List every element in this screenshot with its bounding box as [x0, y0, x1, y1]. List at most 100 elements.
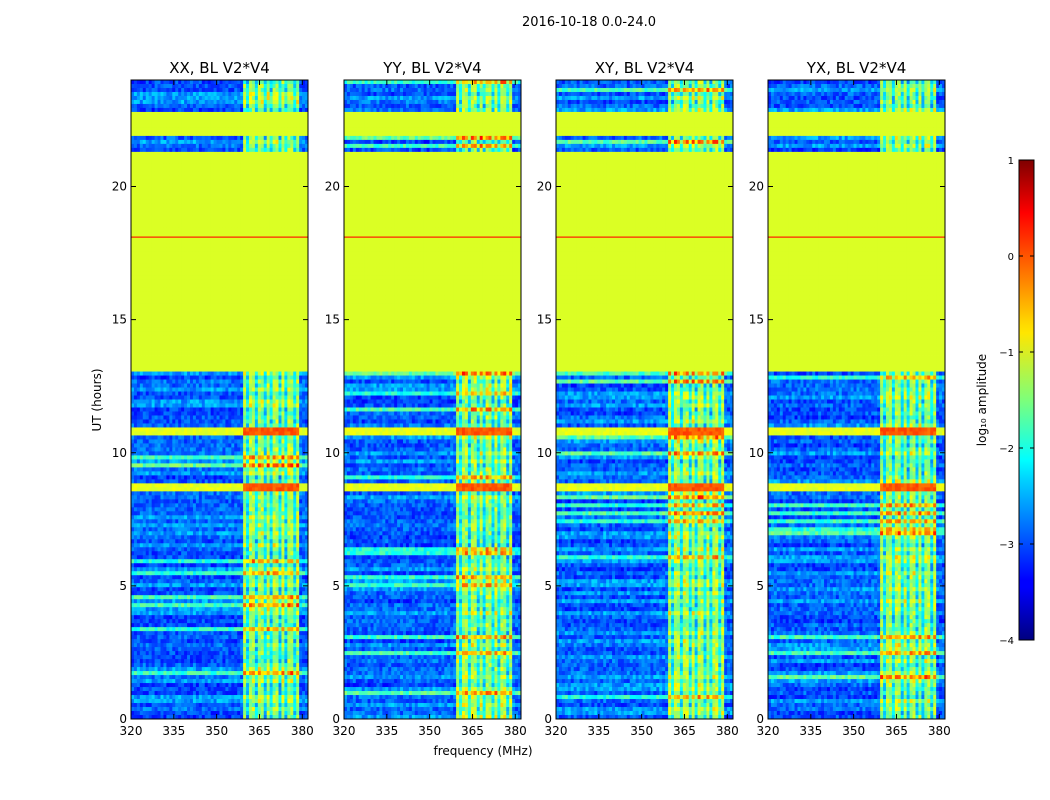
heat-cell: [228, 120, 231, 124]
heat-cell: [293, 132, 296, 136]
heat-cell: [231, 144, 234, 148]
heat-cell: [208, 124, 211, 128]
heat-cell: [155, 84, 158, 88]
heat-cell: [279, 124, 282, 128]
heat-cell: [143, 100, 146, 104]
heat-cell: [211, 104, 214, 108]
heat-cell: [169, 128, 172, 132]
heat-cell: [166, 96, 169, 100]
heat-cell: [255, 100, 258, 104]
heat-cell: [249, 84, 252, 88]
heat-cell: [258, 136, 261, 140]
heat-cell: [237, 88, 240, 92]
heat-cell: [293, 144, 296, 148]
heat-cell: [261, 84, 264, 88]
heat-cell: [140, 108, 143, 112]
heat-cell: [290, 140, 293, 144]
heat-cell: [193, 148, 196, 152]
heat-cell: [302, 112, 305, 116]
heat-cell: [252, 120, 255, 124]
heat-cell: [184, 92, 187, 96]
figure: 2016-10-18 0.0-24.0 XX, BL V2*V4320 335 35…: [0, 0, 1050, 800]
heat-cell: [184, 84, 187, 88]
heat-cell: [299, 140, 302, 144]
heat-cell: [196, 88, 199, 92]
heat-cell: [161, 140, 164, 144]
heat-cell: [163, 144, 166, 148]
heat-cell: [193, 108, 196, 112]
heat-cell: [161, 144, 164, 148]
heat-cell: [190, 120, 193, 124]
heat-cell: [158, 100, 161, 104]
heat-cell: [196, 92, 199, 96]
heat-cell: [225, 112, 228, 116]
heat-cell: [281, 104, 284, 108]
heat-cell: [146, 88, 149, 92]
heat-cell: [293, 84, 296, 88]
heat-cell: [175, 104, 178, 108]
heat-cell: [214, 96, 217, 100]
heat-cell: [155, 92, 158, 96]
heat-cell: [246, 148, 249, 152]
heat-cell: [243, 88, 246, 92]
heat-cell: [131, 84, 134, 88]
heat-cell: [211, 124, 214, 128]
heat-cell: [228, 128, 231, 132]
heat-cell: [299, 92, 302, 96]
heat-cell: [273, 116, 276, 120]
heat-cell: [255, 124, 258, 128]
heat-cell: [222, 108, 225, 112]
heat-cell: [217, 144, 220, 148]
heat-cell: [284, 80, 287, 84]
heat-cell: [214, 136, 217, 140]
heat-cell: [261, 108, 264, 112]
heat-cell: [214, 140, 217, 144]
heat-cell: [143, 116, 146, 120]
heat-cell: [302, 128, 305, 132]
heat-cell: [140, 104, 143, 108]
heat-cell: [231, 136, 234, 140]
heat-cell: [261, 112, 264, 116]
heat-cell: [184, 88, 187, 92]
heat-cell: [273, 84, 276, 88]
heat-cell: [228, 116, 231, 120]
heat-cell: [161, 132, 164, 136]
heat-cell: [169, 108, 172, 112]
heat-cell: [175, 84, 178, 88]
heat-cell: [196, 120, 199, 124]
heat-cell: [264, 92, 267, 96]
heat-cell: [240, 96, 243, 100]
heat-cell: [273, 120, 276, 124]
heat-cell: [205, 92, 208, 96]
heat-cell: [178, 128, 181, 132]
heat-cell: [281, 140, 284, 144]
heat-cell: [290, 92, 293, 96]
heat-cell: [273, 140, 276, 144]
heat-cell: [155, 116, 158, 120]
heat-cell: [249, 132, 252, 136]
heat-cell: [255, 92, 258, 96]
heat-cell: [255, 88, 258, 92]
heat-cell: [175, 140, 178, 144]
heat-cell: [166, 116, 169, 120]
heat-cell: [169, 100, 172, 104]
heat-cell: [193, 140, 196, 144]
heat-cell: [240, 120, 243, 124]
heat-cell: [228, 148, 231, 152]
heat-cell: [217, 92, 220, 96]
heat-cell: [279, 132, 282, 136]
heat-cell: [270, 100, 273, 104]
heat-cell: [181, 108, 184, 112]
heat-cell: [290, 80, 293, 84]
heat-cell: [178, 100, 181, 104]
heat-cell: [276, 92, 279, 96]
heat-cell: [290, 96, 293, 100]
heat-cell: [279, 112, 282, 116]
heat-cell: [178, 96, 181, 100]
heat-cell: [172, 144, 175, 148]
heat-cell: [217, 116, 220, 120]
heat-cell: [220, 100, 223, 104]
heat-cell: [240, 148, 243, 152]
heat-cell: [202, 132, 205, 136]
heat-cell: [175, 144, 178, 148]
